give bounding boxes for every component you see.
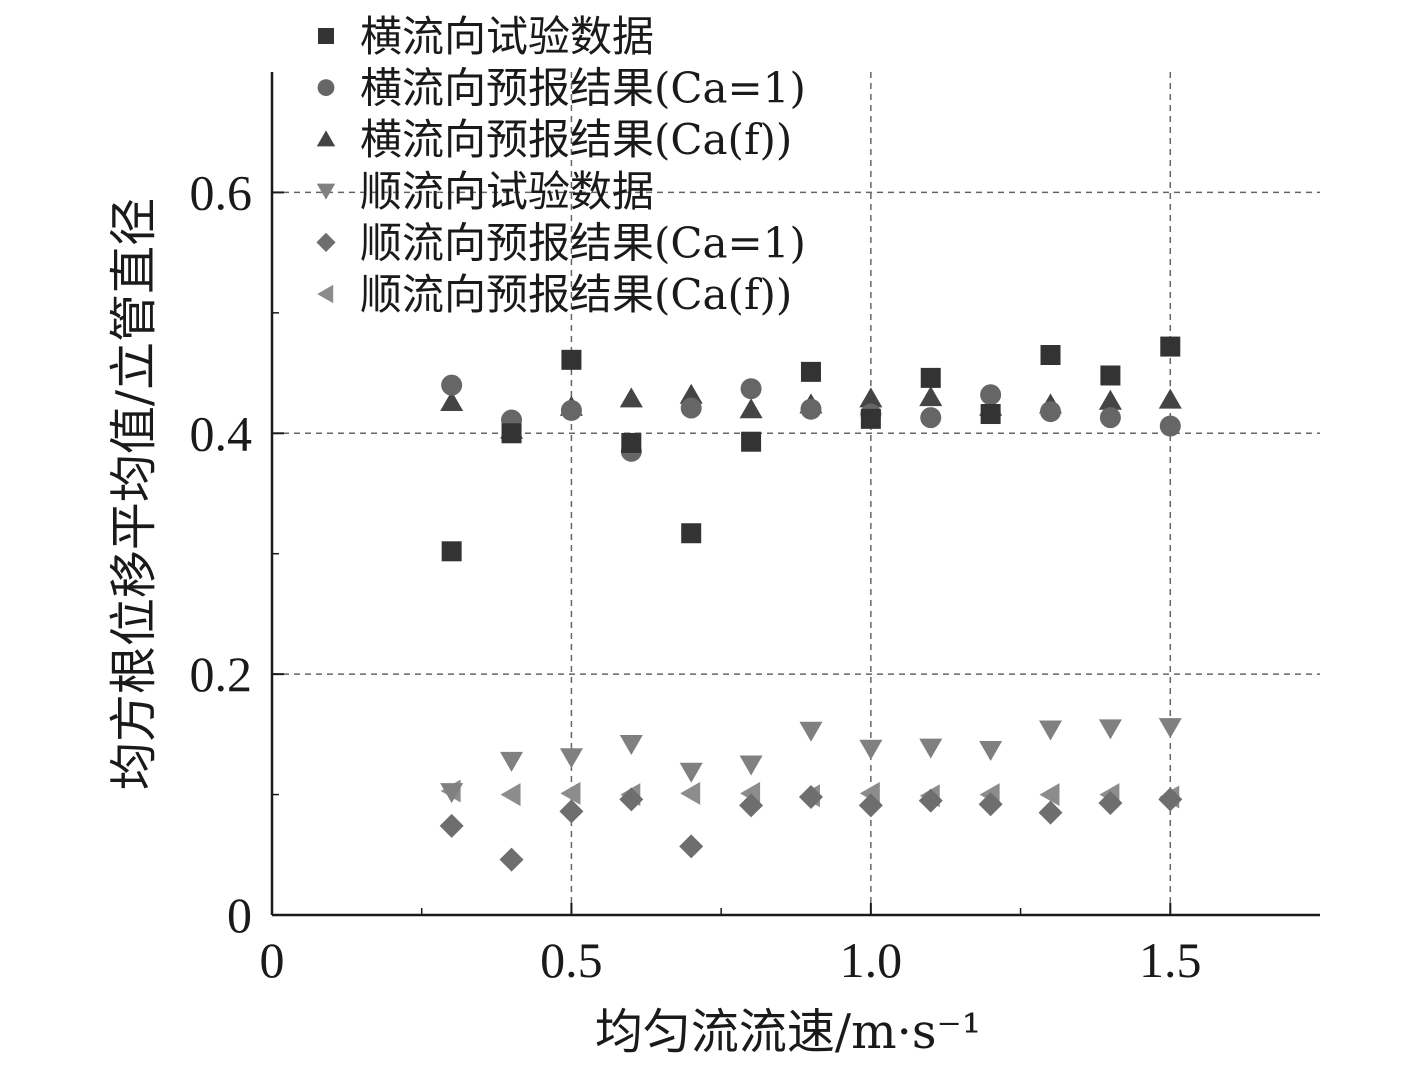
x-tick-label: 0 bbox=[260, 932, 285, 988]
data-point-circle bbox=[1099, 407, 1121, 429]
data-point-diamond bbox=[439, 813, 464, 838]
legend-label: 横流向预报结果(Ca=1) bbox=[360, 64, 806, 113]
data-point-triangle-down bbox=[919, 738, 943, 759]
legend-label: 顺流向预报结果(Ca=1) bbox=[360, 218, 806, 267]
data-point-triangle-down bbox=[679, 762, 703, 783]
data-point-diamond bbox=[679, 834, 704, 859]
data-point-triangle-left bbox=[680, 781, 701, 805]
data-point-square bbox=[1160, 336, 1181, 357]
data-point-diamond bbox=[739, 793, 764, 818]
data-point-diamond bbox=[1158, 787, 1183, 812]
x-tick-label: 1.0 bbox=[840, 932, 903, 988]
data-point-triangle-up bbox=[739, 398, 763, 419]
data-point-triangle-down bbox=[1158, 718, 1182, 739]
data-point-square bbox=[1100, 365, 1121, 386]
data-point-diamond bbox=[978, 792, 1003, 817]
y-tick-label: 0 bbox=[227, 887, 252, 943]
data-point-diamond bbox=[619, 787, 644, 812]
data-point-circle bbox=[920, 407, 942, 429]
data-point-triangle-left bbox=[500, 783, 521, 807]
data-point-triangle-up bbox=[679, 383, 703, 404]
data-point-triangle-up bbox=[859, 387, 883, 408]
x-axis-title: 均匀流流速/m·s⁻¹ bbox=[595, 1004, 981, 1060]
data-point-circle bbox=[980, 384, 1002, 406]
data-point-diamond bbox=[499, 847, 524, 872]
legend-label: 横流向试验数据 bbox=[360, 12, 654, 61]
legend-marker-circle bbox=[317, 79, 335, 96]
data-point-triangle-down bbox=[739, 755, 763, 776]
legend-marker-triangle-down bbox=[316, 183, 336, 200]
data-point-diamond bbox=[858, 793, 883, 818]
y-tick-label: 0.4 bbox=[190, 405, 253, 461]
legend-marker-diamond bbox=[316, 232, 336, 252]
data-point-square bbox=[621, 432, 642, 453]
data-point-square bbox=[561, 349, 582, 370]
data-point-diamond bbox=[1038, 800, 1063, 825]
data-point-triangle-left bbox=[1039, 783, 1060, 807]
data-point-square bbox=[681, 523, 702, 544]
data-point-triangle-up bbox=[1158, 388, 1182, 409]
data-point-square bbox=[501, 423, 522, 444]
legend-marker-square bbox=[318, 28, 334, 44]
ticks: 0 0.5 1.0 1.5 0 0.2 0.4 0.6 bbox=[190, 164, 1202, 988]
x-tick-label: 1.5 bbox=[1139, 932, 1202, 988]
data-point-square bbox=[860, 408, 881, 429]
data-point-circle bbox=[800, 398, 822, 420]
data-point-triangle-down bbox=[1098, 719, 1122, 740]
data-point-diamond bbox=[1098, 791, 1123, 816]
data-point-square bbox=[920, 367, 941, 388]
legend-label: 顺流向预报结果(Ca(f)) bbox=[360, 270, 792, 319]
grid-lines bbox=[272, 72, 1320, 915]
y-tick-label: 0.6 bbox=[190, 164, 253, 220]
y-axis-title: 均方根位移平均值/立管直径 bbox=[106, 198, 162, 790]
data-point-diamond bbox=[918, 788, 943, 813]
legend-label: 横流向预报结果(Ca(f)) bbox=[360, 115, 792, 164]
data-point-circle bbox=[1040, 401, 1062, 423]
data-point-triangle-down bbox=[859, 739, 883, 760]
legend-marker-triangle-left bbox=[317, 284, 334, 304]
data-point-triangle-down bbox=[500, 751, 524, 772]
data-point-triangle-down bbox=[619, 734, 643, 755]
data-point-square bbox=[441, 541, 462, 562]
data-point-circle bbox=[1159, 415, 1181, 437]
y-tick-label: 0.2 bbox=[190, 646, 253, 702]
data-points bbox=[439, 336, 1183, 872]
data-point-triangle-down bbox=[1039, 720, 1063, 741]
data-point-square bbox=[980, 404, 1001, 425]
data-point-circle bbox=[740, 378, 762, 400]
data-point-triangle-up bbox=[1098, 389, 1122, 410]
data-point-circle bbox=[680, 397, 702, 419]
x-tick-label: 0.5 bbox=[540, 932, 603, 988]
legend-label: 顺流向试验数据 bbox=[360, 167, 654, 216]
data-point-triangle-down bbox=[559, 748, 583, 769]
data-point-square bbox=[741, 431, 762, 452]
data-point-circle bbox=[560, 399, 582, 421]
axes bbox=[270, 72, 1320, 917]
data-point-diamond bbox=[559, 799, 584, 824]
data-point-square bbox=[800, 361, 821, 382]
data-point-circle bbox=[441, 374, 463, 396]
data-point-triangle-left bbox=[560, 781, 581, 805]
data-point-triangle-up bbox=[919, 386, 943, 407]
legend: 横流向试验数据横流向预报结果(Ca=1)横流向预报结果(Ca(f))顺流向试验数… bbox=[316, 12, 806, 319]
data-point-triangle-up bbox=[619, 387, 643, 408]
data-point-triangle-down bbox=[799, 721, 823, 742]
data-point-triangle-down bbox=[979, 741, 1003, 762]
data-point-square bbox=[1040, 345, 1061, 366]
data-point-diamond bbox=[798, 784, 823, 809]
data-point-triangle-up bbox=[440, 390, 464, 411]
data-point-triangle-down bbox=[440, 783, 464, 804]
legend-marker-triangle-up bbox=[316, 130, 336, 147]
